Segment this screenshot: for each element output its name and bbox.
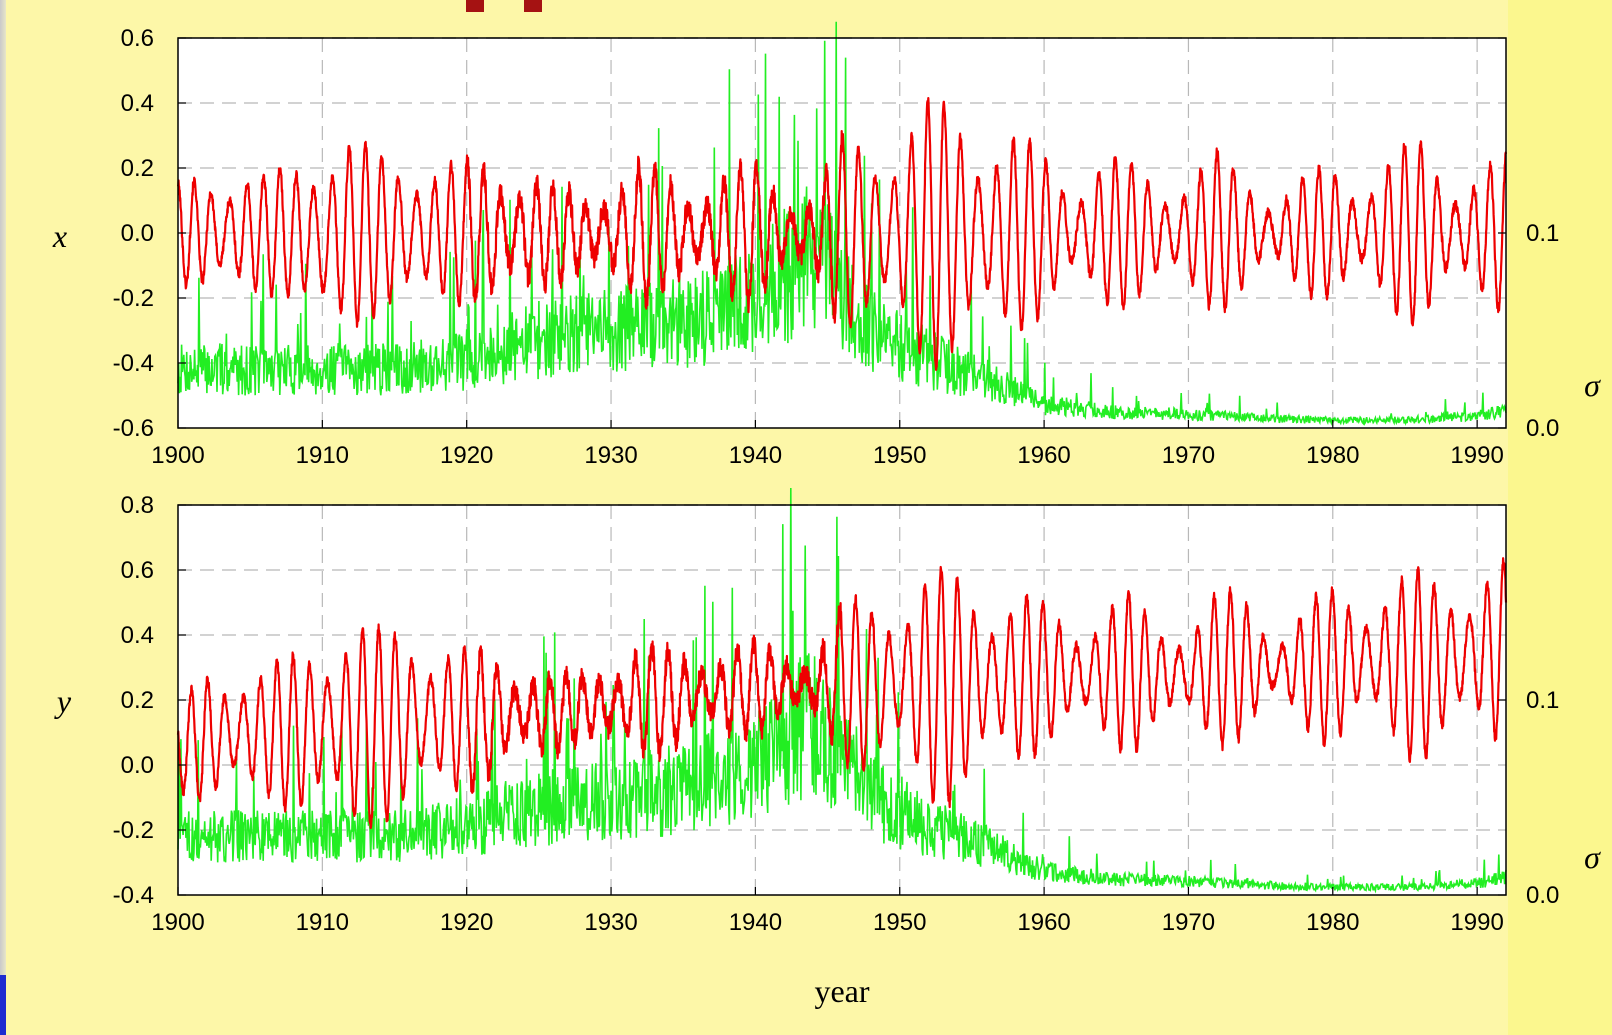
sigma-tick-label: 0.1: [1526, 220, 1559, 247]
y-tick-label: 0.2: [121, 155, 154, 182]
y-tick-label: 0.4: [121, 622, 154, 649]
y-tick-label: -0.4: [113, 882, 154, 909]
y-signal-line: [176, 557, 1508, 830]
x-tick-label: 1910: [296, 442, 349, 469]
slide-left-edge: [0, 0, 6, 1035]
x-axis-label: x: [52, 218, 67, 254]
y-axis-label: y: [54, 683, 72, 719]
x-tick-label: 1950: [873, 442, 926, 469]
x-tick-label: 1990: [1450, 909, 1503, 936]
y-tick-label: -0.2: [113, 285, 154, 312]
x-panel: 1900 1910 1920 1930 1940 1950 1960 1970 1980 1990…: [52, 21, 1601, 469]
x-tick-label: 1990: [1450, 442, 1503, 469]
sigma-tick-label: 0.1: [1526, 687, 1559, 714]
y-tick-label: -0.6: [113, 415, 154, 442]
y-tick-label: 0.0: [121, 752, 154, 779]
y-axis-ticks: 1900 1910 1920 1930 1940 1950 1960 1970 1980 1990…: [113, 492, 1560, 936]
x-tick-label: 1940: [729, 909, 782, 936]
x-tick-label: 1900: [151, 909, 204, 936]
y-tick-label: 0.2: [121, 687, 154, 714]
x-axis-title: year: [814, 973, 869, 1009]
y-sigma-axis-label: σ: [1584, 839, 1601, 875]
slide-right-band: [1508, 0, 1612, 1035]
x-tick-label: 1970: [1162, 442, 1215, 469]
x-tick-label: 1950: [873, 909, 926, 936]
x-axis-ticks: 1900 1910 1920 1930 1940 1950 1960 1970 1980 1990…: [113, 25, 1560, 469]
x-sigma-line: [177, 21, 1507, 427]
y-sigma-series: [177, 487, 1507, 894]
x-sigma-series: [177, 21, 1507, 427]
x-tick-label: 1970: [1162, 909, 1215, 936]
x-signal-series: [176, 97, 1508, 371]
x-signal-line: [176, 97, 1508, 371]
x-tick-label: 1930: [584, 909, 637, 936]
sigma-tick-label: 0.0: [1526, 415, 1559, 442]
sigma-tick-label: 0.0: [1526, 882, 1559, 909]
x-tick-label: 1900: [151, 442, 204, 469]
title-remnant: [466, 0, 544, 12]
x-tick-label: 1960: [1017, 909, 1070, 936]
x-tick-label: 1980: [1306, 442, 1359, 469]
y-tick-label: 0.6: [121, 557, 154, 584]
x-tick-label: 1940: [729, 442, 782, 469]
slide-blue-tab: [0, 975, 6, 1035]
y-signal-series: [176, 557, 1508, 830]
y-tick-label: 0.4: [121, 90, 154, 117]
x-tick-label: 1960: [1017, 442, 1070, 469]
x-sigma-axis-label: σ: [1584, 367, 1601, 403]
x-tick-label: 1910: [296, 909, 349, 936]
x-tick-label: 1930: [584, 442, 637, 469]
y-tick-label: -0.2: [113, 817, 154, 844]
y-tick-label: -0.4: [113, 350, 154, 377]
y-tick-label: 0.6: [121, 25, 154, 52]
y-tick-label: 0.8: [121, 492, 154, 519]
x-tick-label: 1980: [1306, 909, 1359, 936]
y-sigma-line: [177, 487, 1507, 894]
y-tick-label: 0.0: [121, 220, 154, 247]
x-tick-label: 1920: [440, 909, 493, 936]
x-tick-label: 1920: [440, 442, 493, 469]
y-panel: 1900 1910 1920 1930 1940 1950 1960 1970 1980 1990…: [54, 487, 1601, 936]
